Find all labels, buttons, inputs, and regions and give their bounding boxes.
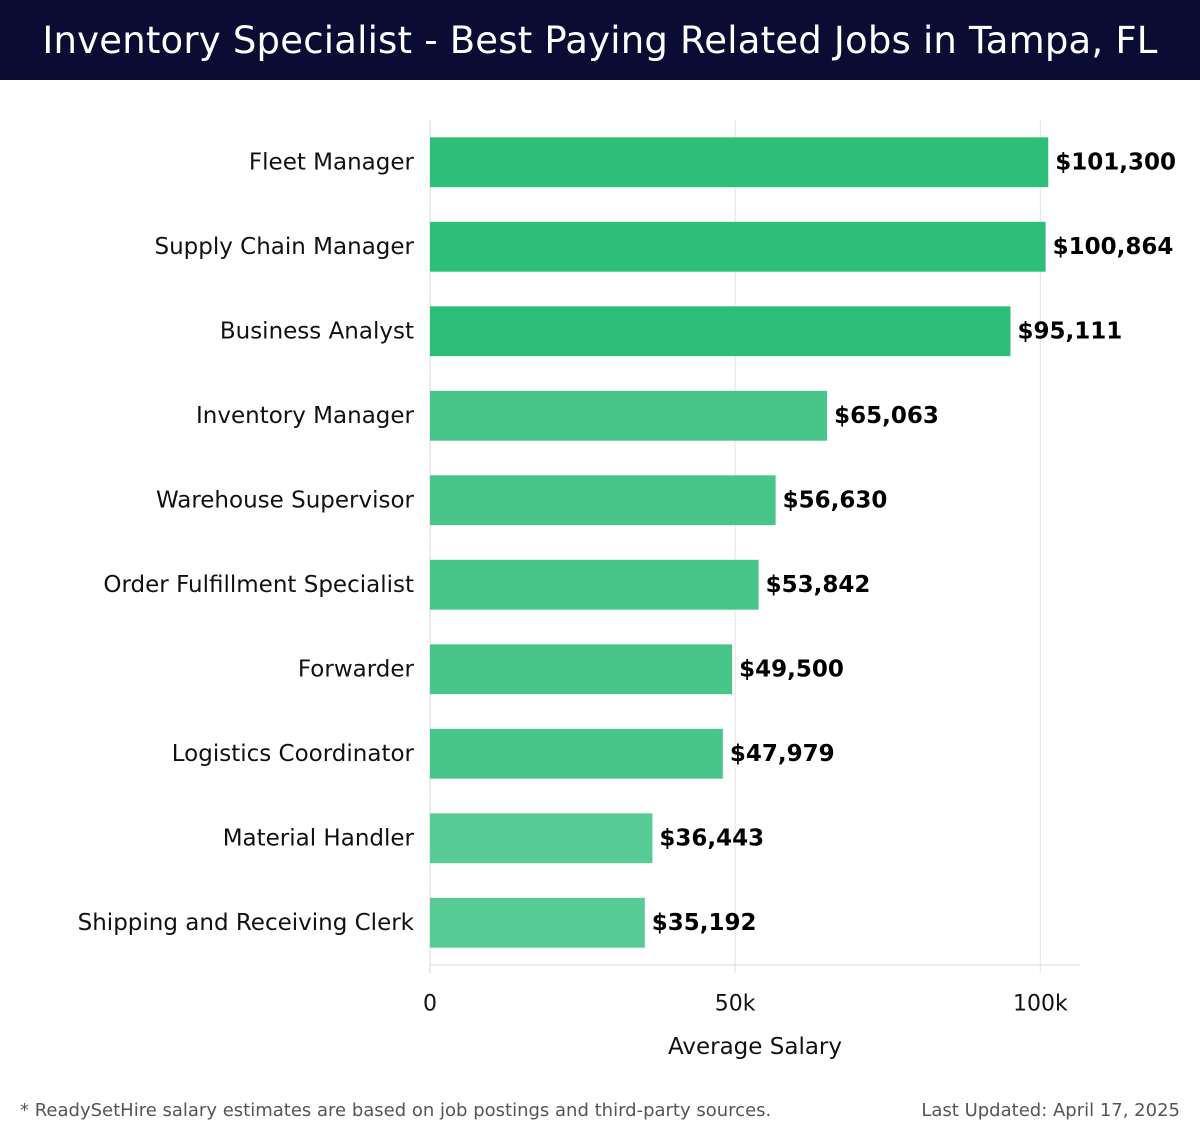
value-label-6: $49,500 xyxy=(739,656,844,682)
category-label-7: Logistics Coordinator xyxy=(172,741,415,767)
category-label-9: Shipping and Receiving Clerk xyxy=(78,910,415,936)
value-label-0: $101,300 xyxy=(1055,149,1176,175)
category-label-3: Inventory Manager xyxy=(196,403,415,429)
category-label-1: Supply Chain Manager xyxy=(154,234,414,260)
value-label-8: $36,443 xyxy=(659,825,764,851)
value-label-7: $47,979 xyxy=(730,741,835,767)
value-label-3: $65,063 xyxy=(834,403,939,429)
category-label-8: Material Handler xyxy=(223,825,415,851)
bar-1 xyxy=(430,221,1046,272)
bar-7 xyxy=(430,728,723,779)
x-axis-label: Average Salary xyxy=(668,1034,842,1060)
chart-title: Inventory Specialist - Best Paying Relat… xyxy=(42,18,1158,62)
category-label-0: Fleet Manager xyxy=(249,149,415,175)
bar-2 xyxy=(430,306,1011,357)
x-tick-label-2: 100k xyxy=(1013,992,1068,1017)
category-label-5: Order Fulfillment Specialist xyxy=(103,572,414,598)
value-label-5: $53,842 xyxy=(766,572,871,598)
bar-5 xyxy=(430,559,759,610)
category-label-6: Forwarder xyxy=(298,656,415,682)
salary-bar-chart: Fleet Manager $101,300 Supply Chain Manage… xyxy=(78,120,1176,1060)
bar-0 xyxy=(430,137,1049,188)
category-label-2: Business Analyst xyxy=(220,318,414,344)
footer-note: * ReadySetHire salary estimates are base… xyxy=(20,1100,772,1121)
chart-header: Inventory Specialist - Best Paying Relat… xyxy=(0,0,1200,80)
bar-9 xyxy=(430,897,645,948)
bar-8 xyxy=(430,813,653,864)
value-label-9: $35,192 xyxy=(652,910,757,936)
footer-updated: Last Updated: April 17, 2025 xyxy=(921,1100,1180,1121)
category-label-4: Warehouse Supervisor xyxy=(156,487,415,513)
bar-6 xyxy=(430,644,733,695)
value-label-1: $100,864 xyxy=(1053,234,1174,260)
bar-4 xyxy=(430,475,776,526)
bar-3 xyxy=(430,390,828,441)
value-label-2: $95,111 xyxy=(1017,318,1122,344)
x-tick-label-0: 0 xyxy=(423,992,437,1017)
value-label-4: $56,630 xyxy=(783,487,888,513)
x-tick-label-1: 50k xyxy=(715,992,756,1017)
